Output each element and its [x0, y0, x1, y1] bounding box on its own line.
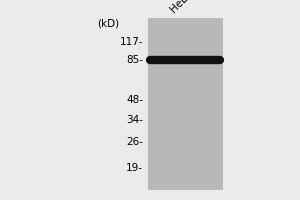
Text: 85-: 85- — [126, 55, 143, 65]
Text: 117-: 117- — [119, 37, 143, 47]
Text: 19-: 19- — [126, 163, 143, 173]
Text: 34-: 34- — [126, 115, 143, 125]
Bar — [148, 18, 223, 190]
Text: HeLa: HeLa — [168, 0, 194, 14]
Text: 48-: 48- — [126, 95, 143, 105]
Text: (kD): (kD) — [97, 18, 119, 28]
Text: 26-: 26- — [126, 137, 143, 147]
